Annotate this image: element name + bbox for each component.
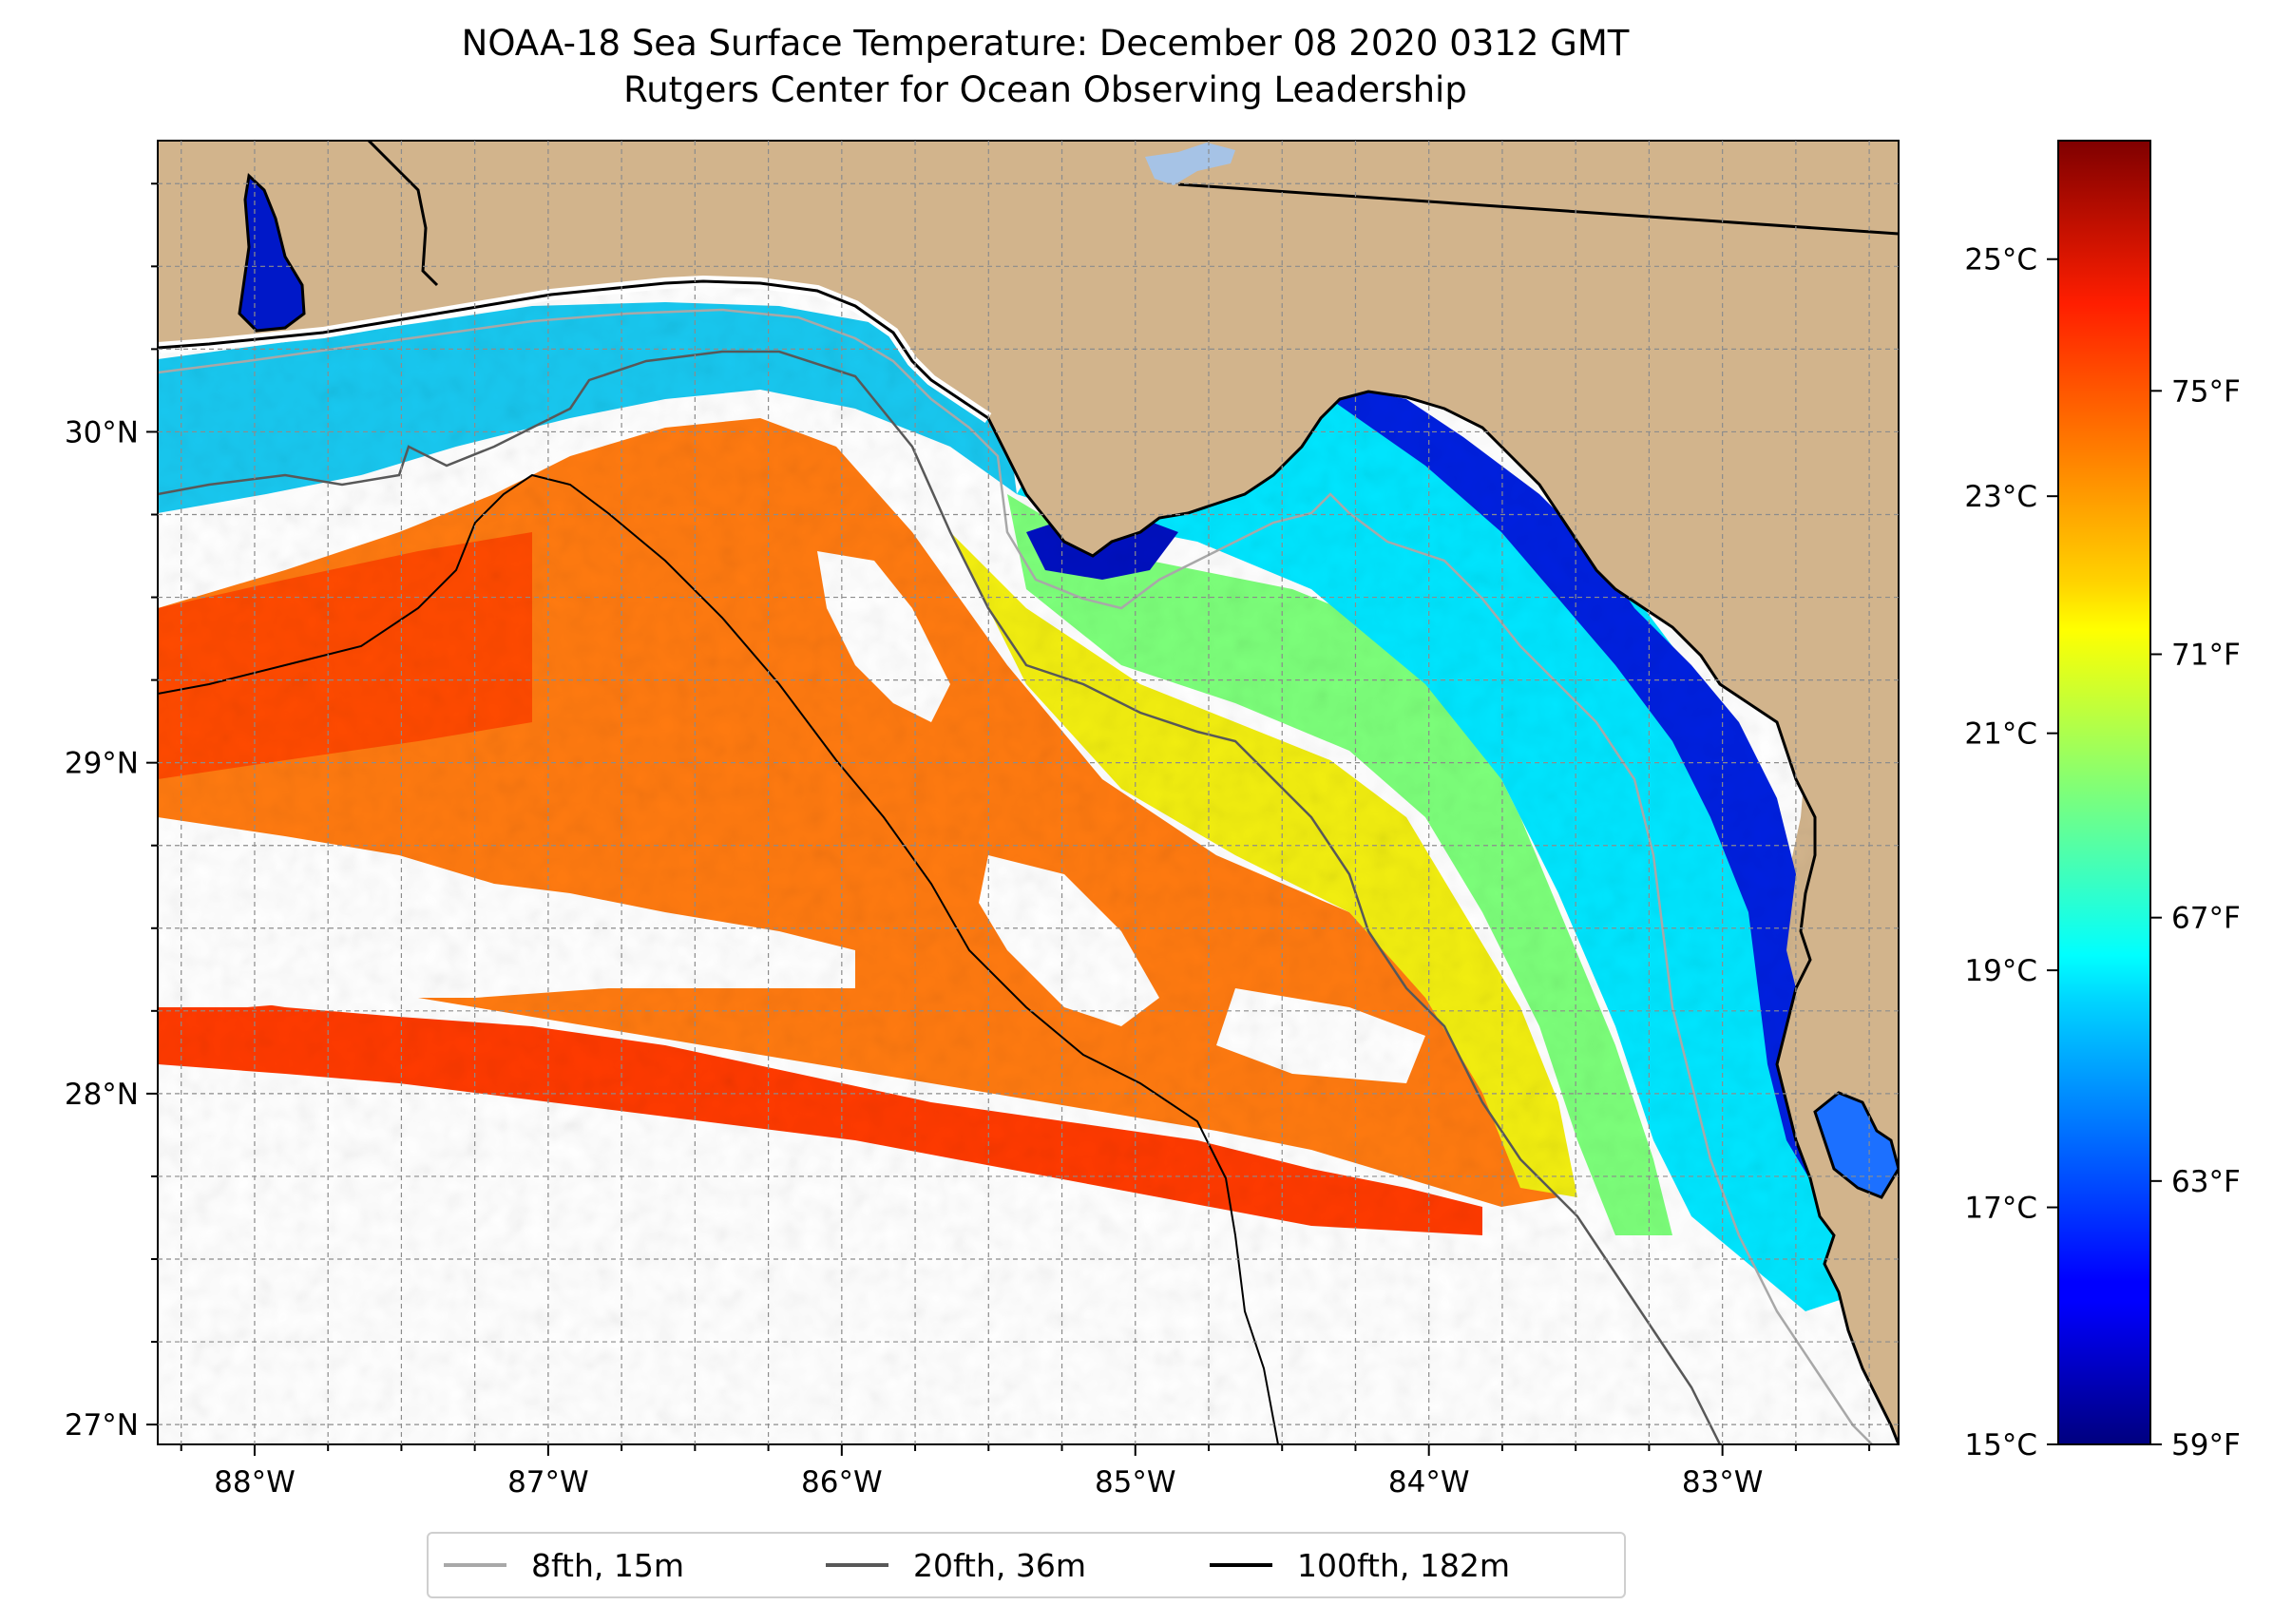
chart-subtitle: Rutgers Center for Ocean Observing Leade… [623,69,1467,110]
map-frame [157,140,1900,1445]
legend-label-20fth: 20fth, 36m [913,1546,1086,1584]
legend-label-100fth: 100fth, 182m [1297,1546,1510,1584]
fahrenheit-tick-label: 67°F [2171,902,2241,936]
legend-label-8fth: 8fth, 15m [531,1546,685,1584]
lon-tick-label: 87°W [507,1465,589,1500]
legend-item-100fth: 100fth, 182m [1210,1534,1510,1596]
lon-tick-label: 85°W [1095,1465,1176,1500]
celsius-tick-label: 15°C [1964,1428,2037,1462]
fahrenheit-tick-label: 75°F [2171,374,2241,409]
lon-tick-label: 86°W [801,1465,883,1500]
tampa-bay [1813,1091,1899,1199]
state-boundary-al-fl [367,141,439,287]
celsius-tick-label: 23°C [1964,480,2037,514]
legend-item-8fth: 8fth, 15m [444,1534,684,1596]
latitude-tick-labels: 27°N 28°N 29°N 30°N [65,415,139,1442]
state-boundary-ga-fl [1177,182,1899,236]
mobile-bay [238,172,306,333]
legend: 8fth, 15m 20fth, 36m 100fth, 182m [427,1532,1626,1598]
coastline [158,279,1899,1444]
lon-tick-label: 88°W [214,1465,296,1500]
map-gridlines [146,141,1899,1456]
celsius-tick-label: 25°C [1964,243,2037,277]
lat-tick-label: 29°N [65,747,139,781]
legend-swatch-20fth [826,1563,888,1567]
lat-tick-label: 28°N [65,1078,139,1112]
lon-tick-label: 84°W [1388,1465,1470,1500]
colorbar-celsius-ticks: 15°C 17°C 19°C 21°C 23°C 25°C [1964,243,2058,1462]
fahrenheit-tick-label: 71°F [2171,638,2241,672]
celsius-tick-label: 19°C [1964,954,2037,988]
chart-title: NOAA-18 Sea Surface Temperature: Decembe… [461,23,1630,64]
lake [1145,143,1235,185]
legend-item-20fth: 20fth, 36m [826,1534,1086,1596]
coastal-land [158,141,1899,1444]
lon-tick-label: 83°W [1682,1465,1764,1500]
isobath-20fth [158,350,1722,1444]
lat-tick-label: 27°N [65,1408,139,1442]
lat-tick-label: 30°N [65,415,139,449]
fahrenheit-tick-label: 63°F [2171,1165,2241,1199]
fahrenheit-tick-label: 59°F [2171,1428,2241,1462]
legend-swatch-8fth [444,1563,506,1567]
isobath-100fth [158,473,1279,1444]
celsius-tick-label: 17°C [1964,1192,2037,1226]
celsius-tick-label: 21°C [1964,717,2037,752]
isobath-8fth [158,308,1873,1444]
colorbar [2057,140,2151,1445]
longitude-tick-labels: 88°W 87°W 86°W 85°W 84°W 83°W [214,1465,1763,1500]
colorbar-fahrenheit-ticks: 59°F 63°F 67°F 71°F 75°F [2150,374,2241,1462]
legend-swatch-100fth [1210,1563,1272,1567]
